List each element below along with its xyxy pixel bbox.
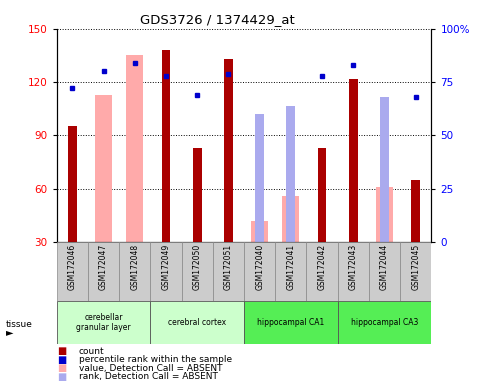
Bar: [369, 242, 400, 301]
Bar: [282, 196, 299, 242]
Text: GSM172051: GSM172051: [224, 244, 233, 290]
Text: GDS3726 / 1374429_at: GDS3726 / 1374429_at: [140, 13, 294, 26]
Bar: [244, 242, 275, 301]
Bar: [376, 187, 393, 242]
Bar: [244, 301, 338, 344]
Bar: [162, 50, 171, 242]
Text: hippocampal CA1: hippocampal CA1: [257, 318, 324, 327]
Text: ■: ■: [57, 372, 66, 382]
Text: ■: ■: [57, 355, 66, 365]
Text: rank, Detection Call = ABSENT: rank, Detection Call = ABSENT: [79, 372, 218, 381]
Text: GSM172050: GSM172050: [193, 244, 202, 290]
Bar: [181, 242, 213, 301]
Text: ■: ■: [57, 346, 66, 356]
Text: GSM172047: GSM172047: [99, 244, 108, 290]
Text: ►: ►: [6, 327, 13, 337]
Bar: [150, 242, 181, 301]
Text: count: count: [79, 347, 105, 356]
Text: GSM172041: GSM172041: [286, 244, 295, 290]
Text: cerebellar
granular layer: cerebellar granular layer: [76, 313, 131, 332]
Bar: [317, 148, 326, 242]
Bar: [95, 94, 112, 242]
Bar: [400, 242, 431, 301]
Bar: [213, 242, 244, 301]
Text: GSM172045: GSM172045: [411, 244, 420, 290]
Bar: [307, 242, 338, 301]
Bar: [57, 301, 150, 344]
Text: tissue: tissue: [6, 320, 33, 329]
Bar: [251, 220, 268, 242]
Text: GSM172048: GSM172048: [130, 244, 139, 290]
Text: ■: ■: [57, 363, 66, 373]
Bar: [119, 242, 150, 301]
Text: GSM172049: GSM172049: [162, 244, 171, 290]
Text: cerebral cortex: cerebral cortex: [168, 318, 226, 327]
Bar: [126, 55, 143, 242]
Bar: [255, 114, 264, 242]
Bar: [349, 78, 358, 242]
Bar: [224, 59, 233, 242]
Text: GSM172042: GSM172042: [317, 244, 326, 290]
Bar: [411, 180, 420, 242]
Bar: [275, 242, 307, 301]
Text: hippocampal CA3: hippocampal CA3: [351, 318, 418, 327]
Bar: [338, 242, 369, 301]
Text: GSM172043: GSM172043: [349, 244, 358, 290]
Text: GSM172040: GSM172040: [255, 244, 264, 290]
Bar: [88, 242, 119, 301]
Text: value, Detection Call = ABSENT: value, Detection Call = ABSENT: [79, 364, 222, 373]
Bar: [193, 148, 202, 242]
Bar: [68, 126, 77, 242]
Bar: [57, 242, 88, 301]
Text: GSM172046: GSM172046: [68, 244, 77, 290]
Bar: [380, 97, 389, 242]
Text: percentile rank within the sample: percentile rank within the sample: [79, 355, 232, 364]
Bar: [150, 301, 244, 344]
Bar: [286, 106, 295, 242]
Bar: [338, 301, 431, 344]
Text: GSM172044: GSM172044: [380, 244, 389, 290]
